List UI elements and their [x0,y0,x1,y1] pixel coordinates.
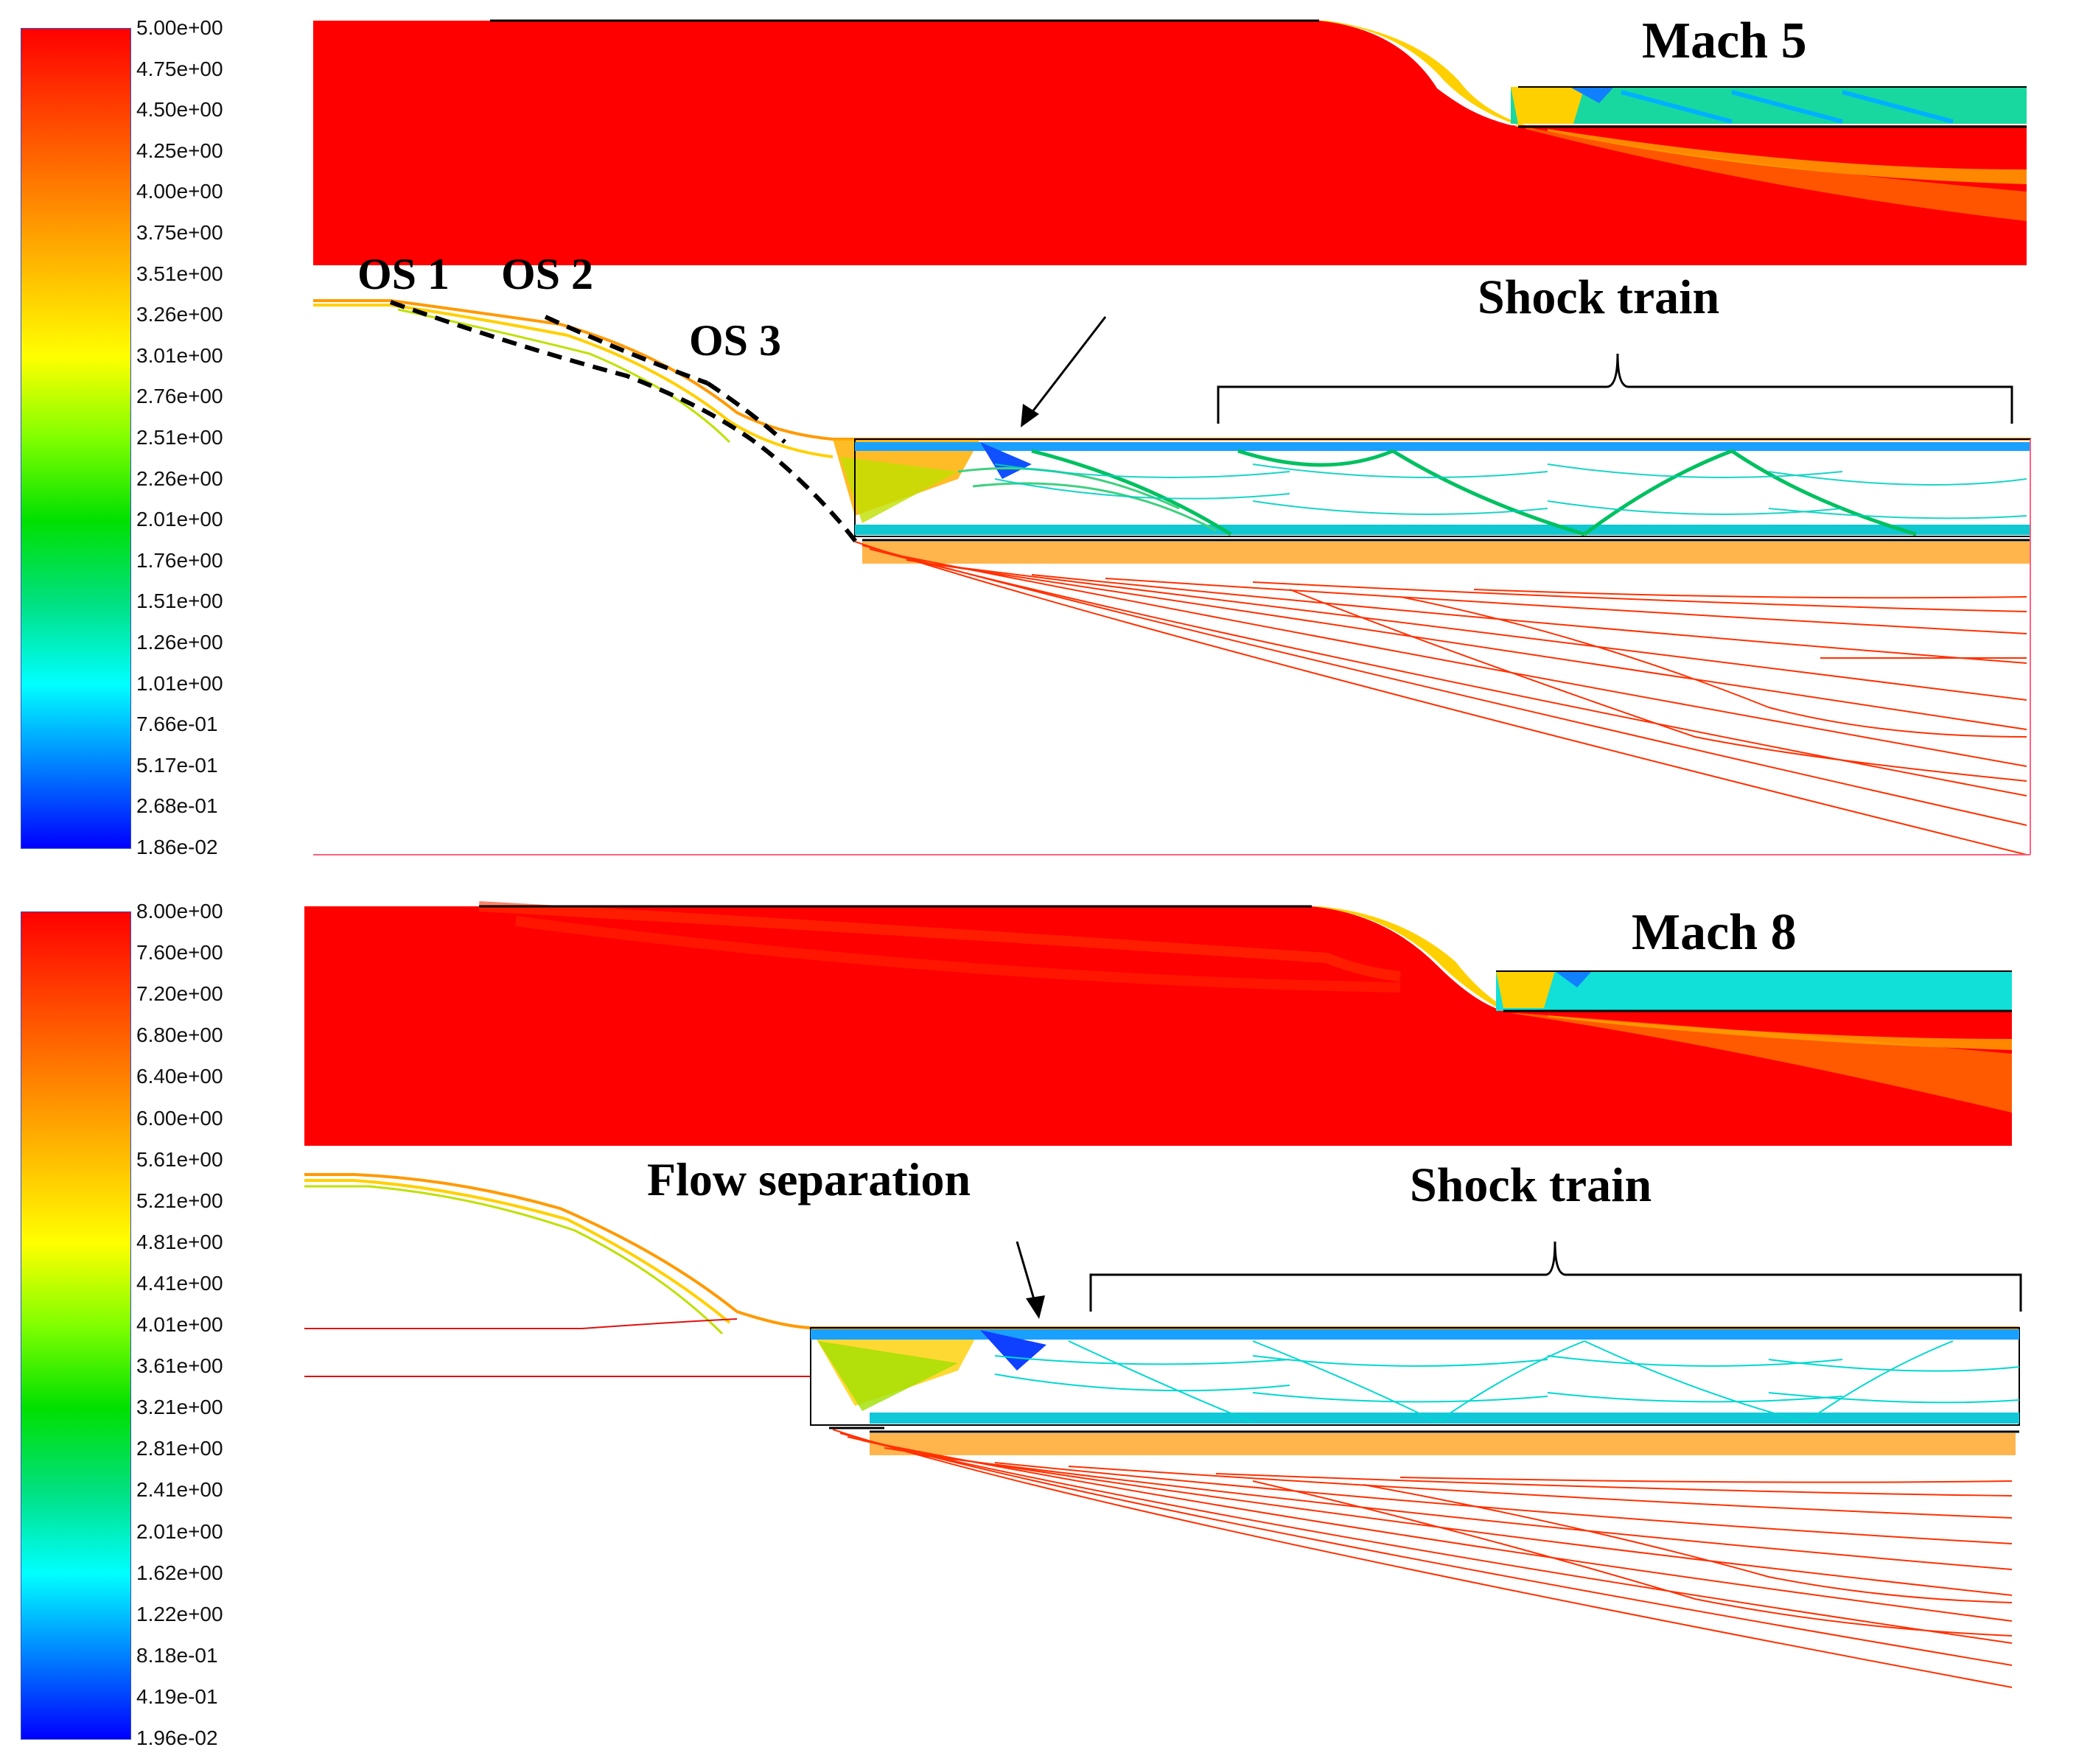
mach8-colorbar [21,911,131,1740]
colorbar-tick-label: 1.96e-02 [136,1726,218,1749]
colorbar-tick-label: 4.00e+00 [136,180,223,203]
colorbar-tick-label: 3.51e+00 [136,262,223,285]
colorbar-tick-label: 5.00e+00 [136,16,223,39]
colorbar-tick-label: 1.62e+00 [136,1561,223,1584]
colorbar-tick-label: 1.51e+00 [136,589,223,613]
colorbar-tick-label: 1.26e+00 [136,631,223,654]
mach8-colorbar-ticks: 8.00e+00 7.60e+00 7.20e+00 6.80e+00 6.40e+00… [136,900,306,1749]
colorbar-tick-label: 1.76e+00 [136,548,223,572]
colorbar-tick-label: 1.01e+00 [136,671,223,695]
colorbar-tick-label: 8.00e+00 [136,900,223,923]
colorbar-tick-label: 2.68e-01 [136,794,218,818]
colorbar-tick-label: 6.00e+00 [136,1106,223,1130]
colorbar-tick-label: 1.86e-02 [136,836,218,858]
os1-label: OS 1 [357,250,450,298]
colorbar-tick-label: 4.19e-01 [136,1684,218,1708]
colorbar-tick-label: 3.75e+00 [136,221,223,244]
mach5-shock-train-label: Shock train [1478,270,1719,324]
colorbar-tick-label: 2.01e+00 [136,1519,223,1543]
colorbar-tick-label: 5.17e-01 [136,753,218,777]
mach5-contour-plot: Mach 5 OS 1 OS 2 OS 3 Shock train [313,13,2031,855]
colorbar-tick-label: 6.80e+00 [136,1023,223,1047]
mach5-title: Mach 5 [1642,13,1807,69]
colorbar-tick-label: 7.66e-01 [136,713,218,736]
mach5-filled-contour [313,19,2027,265]
mach8-shock-train-label: Shock train [1410,1158,1652,1212]
mach5-line-contour [313,299,2031,855]
colorbar-tick-label: 4.01e+00 [136,1313,223,1336]
colorbar-tick-label: 4.75e+00 [136,57,223,80]
mach8-line-contour [304,1173,2022,1688]
colorbar-tick-label: 5.61e+00 [136,1147,223,1171]
colorbar-tick-label: 1.22e+00 [136,1602,223,1625]
mach5-colorbar [21,28,131,849]
colorbar-tick-label: 4.25e+00 [136,139,223,162]
colorbar-tick-label: 4.81e+00 [136,1230,223,1253]
colorbar-tick-label: 2.51e+00 [136,426,223,449]
mach5-panel: 5.00e+00 4.75e+00 4.50e+00 4.25e+00 4.00e+00… [0,0,2076,869]
colorbar-tick-label: 4.50e+00 [136,98,223,122]
mach8-filled-contour [304,901,2012,1146]
colorbar-tick-label: 3.26e+00 [136,303,223,326]
colorbar-tick-label: 2.26e+00 [136,466,223,490]
colorbar-tick-label: 2.76e+00 [136,385,223,408]
colorbar-tick-label: 3.61e+00 [136,1354,223,1378]
colorbar-tick-label: 8.18e-01 [136,1643,218,1667]
colorbar-tick-label: 7.20e+00 [136,982,223,1006]
colorbar-tick-label: 7.60e+00 [136,941,223,965]
colorbar-tick-label: 4.41e+00 [136,1271,223,1295]
flow-separation-label: Flow separation [647,1153,971,1205]
colorbar-tick-label: 5.21e+00 [136,1189,223,1212]
colorbar-tick-label: 2.81e+00 [136,1437,223,1460]
mach8-title: Mach 8 [1632,904,1797,961]
mach8-contour-plot: Mach 8 Flow separation Shock train [304,901,2022,1688]
colorbar-tick-label: 3.01e+00 [136,343,223,367]
colorbar-tick-label: 2.41e+00 [136,1478,223,1502]
os2-label: OS 2 [501,250,593,298]
colorbar-tick-label: 6.40e+00 [136,1065,223,1088]
mach5-colorbar-ticks: 5.00e+00 4.75e+00 4.50e+00 4.25e+00 4.00e+00… [136,16,306,858]
colorbar-tick-label: 3.21e+00 [136,1396,223,1419]
os3-label: OS 3 [689,316,781,365]
mach8-panel: 8.00e+00 7.60e+00 7.20e+00 6.80e+00 6.40e+00… [0,884,2076,1764]
colorbar-tick-label: 2.01e+00 [136,508,223,531]
